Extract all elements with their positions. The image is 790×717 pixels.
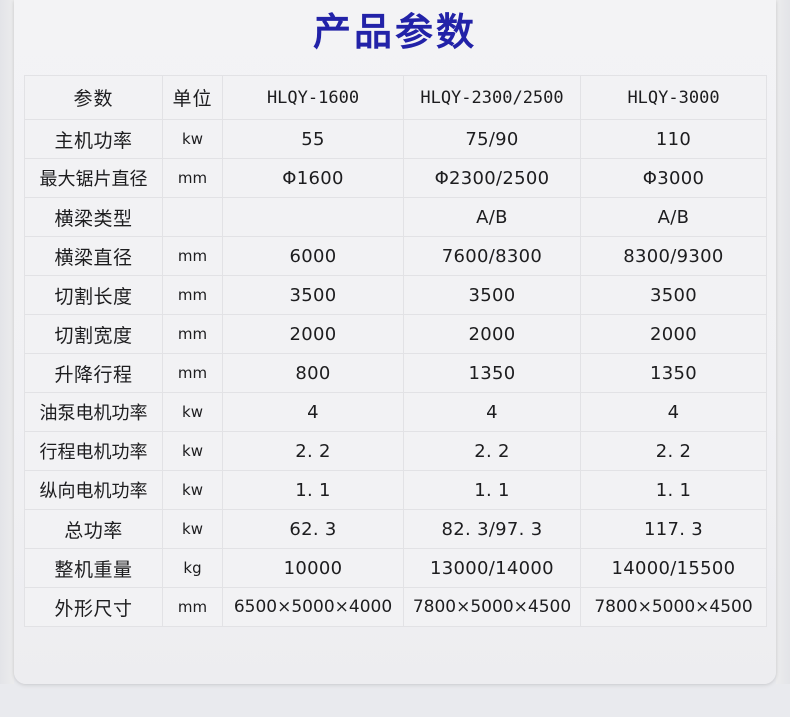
model-1600-value: 2. 2 — [222, 431, 404, 471]
table-row: 纵向电机功率 kw 1. 1 1. 1 1. 1 — [24, 470, 767, 510]
page-left-edge — [0, 0, 14, 684]
model-3000-value: 3500 — [580, 275, 767, 315]
model-3000-value: 4 — [580, 392, 767, 432]
page-title: 产品参数 — [312, 10, 477, 54]
column-header-2: 单位 — [162, 75, 223, 120]
model-2300-2500-value: 3500 — [403, 275, 581, 315]
parameter-name: 横梁类型 — [24, 197, 163, 237]
table-row: 行程电机功率 kw 2. 2 2. 2 2. 2 — [24, 431, 767, 471]
table-row: 切割长度 mm 3500 3500 3500 — [24, 275, 767, 315]
model-3000-value: 7800×5000×4500 — [580, 587, 767, 627]
table-row: 横梁直径 mm 6000 7600/8300 8300/9300 — [24, 236, 767, 276]
unit-value: kg — [162, 548, 223, 588]
parameter-name: 纵向电机功率 — [24, 470, 163, 510]
parameter-name: 升降行程 — [24, 353, 163, 393]
model-2300-2500-value: 7800×5000×4500 — [403, 587, 581, 627]
model-3000-value: 117. 3 — [580, 509, 767, 549]
model-3000-value: 2000 — [580, 314, 767, 354]
product-spec-card: 产品参数 参数 单位 HLQY-1600 HLQY-2300/2500 HLQY-300… — [14, 0, 776, 684]
table-row: 总功率 kw 62. 3 82. 3/97. 3 117. 3 — [24, 509, 767, 549]
model-2300-2500-value: 2000 — [403, 314, 581, 354]
column-header-1: 参数 — [24, 75, 163, 120]
model-3000-value: 2. 2 — [580, 431, 767, 471]
table-header-row: 参数 单位 HLQY-1600 HLQY-2300/2500 HLQY-3000 — [24, 75, 767, 120]
parameter-name: 行程电机功率 — [24, 431, 163, 471]
model-2300-2500-value: 4 — [403, 392, 581, 432]
model-3000-value: 1350 — [580, 353, 767, 393]
parameter-name: 最大锯片直径 — [24, 158, 163, 198]
model-3000-value: A/B — [580, 197, 767, 237]
model-1600-value — [222, 197, 404, 237]
model-2300-2500-value: A/B — [403, 197, 581, 237]
model-1600-value: 2000 — [222, 314, 404, 354]
model-2300-2500-value: Φ2300/2500 — [403, 158, 581, 198]
column-header-5: HLQY-3000 — [580, 75, 767, 120]
page-title-container: 产品参数 — [14, 10, 776, 54]
unit-value: kw — [162, 470, 223, 510]
column-header-3: HLQY-1600 — [222, 75, 404, 120]
model-2300-2500-value: 1350 — [403, 353, 581, 393]
unit-value: kw — [162, 509, 223, 549]
parameter-name: 切割长度 — [24, 275, 163, 315]
model-3000-value: 110 — [580, 119, 767, 159]
model-2300-2500-value: 13000/14000 — [403, 548, 581, 588]
parameter-name: 油泵电机功率 — [24, 392, 163, 432]
model-1600-value: 6500×5000×4000 — [222, 587, 404, 627]
model-1600-value: 3500 — [222, 275, 404, 315]
unit-value: mm — [162, 275, 223, 315]
unit-value: kw — [162, 392, 223, 432]
unit-value: mm — [162, 314, 223, 354]
table-row: 最大锯片直径 mm Φ1600 Φ2300/2500 Φ3000 — [24, 158, 767, 198]
unit-value: kw — [162, 431, 223, 471]
table-row: 升降行程 mm 800 1350 1350 — [24, 353, 767, 393]
parameter-name: 总功率 — [24, 509, 163, 549]
parameter-name: 外形尺寸 — [24, 587, 163, 627]
model-3000-value: 1. 1 — [580, 470, 767, 510]
model-2300-2500-value: 75/90 — [403, 119, 581, 159]
model-1600-value: Φ1600 — [222, 158, 404, 198]
unit-value: mm — [162, 587, 223, 627]
parameter-name: 横梁直径 — [24, 236, 163, 276]
unit-value: mm — [162, 236, 223, 276]
model-2300-2500-value: 7600/8300 — [403, 236, 581, 276]
column-header-4: HLQY-2300/2500 — [403, 75, 581, 120]
table-row: 油泵电机功率 kw 4 4 4 — [24, 392, 767, 432]
model-1600-value: 6000 — [222, 236, 404, 276]
model-2300-2500-value: 1. 1 — [403, 470, 581, 510]
table-row: 切割宽度 mm 2000 2000 2000 — [24, 314, 767, 354]
unit-value: mm — [162, 158, 223, 198]
model-1600-value: 62. 3 — [222, 509, 404, 549]
unit-value — [162, 197, 223, 237]
unit-value: mm — [162, 353, 223, 393]
table-row: 横梁类型 A/B A/B — [24, 197, 767, 237]
unit-value: kw — [162, 119, 223, 159]
model-1600-value: 55 — [222, 119, 404, 159]
model-3000-value: 14000/15500 — [580, 548, 767, 588]
parameter-name: 整机重量 — [24, 548, 163, 588]
parameter-name: 主机功率 — [24, 119, 163, 159]
model-1600-value: 4 — [222, 392, 404, 432]
model-1600-value: 800 — [222, 353, 404, 393]
parameter-name: 切割宽度 — [24, 314, 163, 354]
table-body: 参数 单位 HLQY-1600 HLQY-2300/2500 HLQY-3000 主机功率… — [24, 75, 767, 627]
table-row: 主机功率 kw 55 75/90 110 — [24, 119, 767, 159]
table-row: 整机重量 kg 10000 13000/14000 14000/15500 — [24, 548, 767, 588]
model-2300-2500-value: 2. 2 — [403, 431, 581, 471]
model-3000-value: 8300/9300 — [580, 236, 767, 276]
table-row: 外形尺寸 mm 6500×5000×4000 7800×5000×4500 7800×5… — [24, 587, 767, 627]
model-3000-value: Φ3000 — [580, 158, 767, 198]
product-parameters-table: 参数 单位 HLQY-1600 HLQY-2300/2500 HLQY-3000 主机功率… — [24, 75, 767, 627]
page-right-edge — [776, 0, 790, 684]
model-1600-value: 1. 1 — [222, 470, 404, 510]
model-1600-value: 10000 — [222, 548, 404, 588]
model-2300-2500-value: 82. 3/97. 3 — [403, 509, 581, 549]
